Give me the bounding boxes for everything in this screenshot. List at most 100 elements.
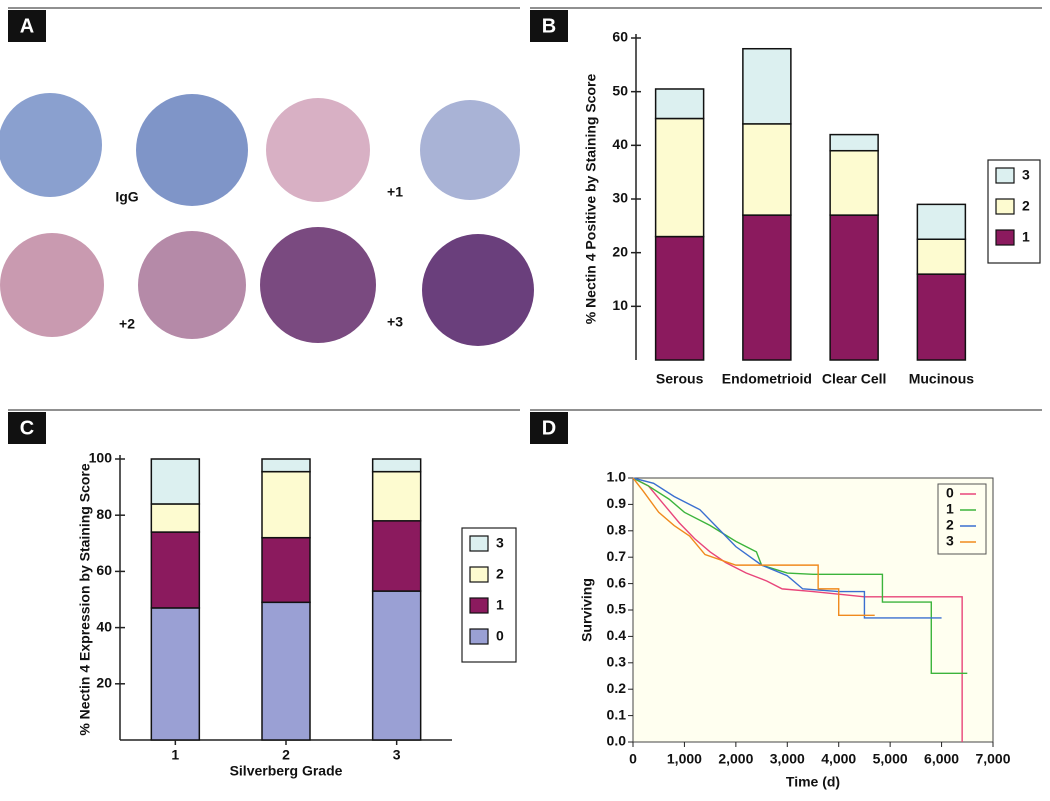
panel-frames: [8, 7, 1042, 411]
bar-segment: [654, 235, 705, 361]
y-tick-label: 20: [96, 675, 112, 691]
y-tick-label: 50: [612, 82, 628, 98]
legend-box: [937, 483, 987, 555]
legend-swatch: [995, 198, 1015, 215]
y-tick-label: 0.8: [607, 522, 627, 538]
y-tick-label: 0.3: [607, 654, 627, 670]
legend-label: 2: [496, 566, 504, 582]
y-tick-label: 60: [612, 29, 628, 45]
x-tick-label: 1: [171, 747, 179, 763]
bar-segment: [150, 503, 201, 533]
plot-area: [632, 477, 994, 743]
panel-badge: [530, 10, 568, 42]
legend-label: 3: [946, 533, 954, 549]
x-tick-label: 6,000: [924, 751, 959, 767]
tissue-label: IgG: [115, 189, 138, 205]
legend-swatch: [995, 229, 1015, 246]
x-tick-label: 0: [629, 751, 637, 767]
legend-label: 2: [946, 517, 954, 533]
panel-badge: [8, 412, 46, 444]
legend-swatch: [469, 535, 489, 552]
panel-letter: C: [20, 417, 34, 439]
bar-segment: [150, 458, 201, 505]
y-axis-label: % Nectin 4 Expression by Staining Score: [77, 463, 93, 736]
tissue-cores: [0, 93, 534, 346]
legend-label: 1: [496, 597, 504, 613]
survival-curve: [632, 477, 875, 616]
y-axis-label: Surviving: [579, 578, 595, 642]
bar-segment: [742, 47, 792, 125]
legend-label: 2: [1022, 198, 1030, 214]
y-tick-label: 100: [89, 450, 113, 466]
bar-segment: [261, 601, 311, 741]
y-tick-label: 0.1: [607, 706, 627, 722]
x-axis-label: Silverberg Grade: [230, 763, 343, 779]
tissue-label: +1: [387, 184, 403, 200]
legend-label: 1: [946, 501, 954, 517]
bar-segment: [261, 458, 311, 473]
bar-segment: [371, 470, 422, 522]
bar-segment: [916, 238, 967, 275]
y-axis-label: % Nectin 4 Positive by Staining Score: [583, 74, 599, 325]
legend-swatch: [995, 167, 1015, 184]
y-tick-label: 0.2: [607, 680, 627, 696]
bar-segment: [654, 88, 705, 120]
bar-segment: [916, 273, 967, 361]
panel-letter: B: [542, 15, 556, 37]
x-tick-label: Mucinous: [909, 371, 975, 387]
y-tick-label: 0.7: [607, 548, 627, 564]
x-axis-label: Time (d): [786, 774, 840, 790]
tissue-label: +3: [387, 314, 403, 330]
x-tick-label: 7,000: [975, 751, 1010, 767]
x-tick-label: Clear Cell: [822, 371, 887, 387]
y-tick-label: 40: [96, 618, 112, 634]
y-tick-label: 80: [96, 506, 112, 522]
bar-segment: [371, 590, 422, 741]
survival-curve: [632, 477, 963, 742]
bar-segment: [150, 531, 201, 609]
panel-badge: [8, 10, 46, 42]
y-tick-label: 0.0: [607, 733, 627, 749]
y-tick-label: 0.4: [607, 627, 627, 643]
bar-segment: [261, 470, 311, 539]
y-tick-label: 0.6: [607, 574, 627, 590]
y-tick-label: 0.5: [607, 601, 627, 617]
x-tick-label: Endometrioid: [722, 371, 812, 387]
tissue-label: +2: [119, 316, 135, 332]
x-tick-label: 4,000: [821, 751, 856, 767]
bar-segment: [371, 458, 422, 473]
y-tick-label: 30: [612, 190, 628, 206]
x-tick-label: 2,000: [718, 751, 753, 767]
legend-swatch: [469, 628, 489, 645]
bar-segment: [742, 214, 792, 361]
legend-label: 3: [496, 535, 504, 551]
bar-segment: [829, 133, 879, 152]
x-tick-label: 5,000: [873, 751, 908, 767]
y-tick-label: 1.0: [607, 469, 627, 485]
y-tick-label: 10: [612, 297, 628, 313]
bar-segment: [829, 149, 879, 216]
bar-segment: [261, 536, 311, 604]
y-tick-label: 20: [612, 243, 628, 259]
legend-swatch: [469, 566, 489, 583]
bar-segment: [916, 203, 967, 241]
bar-segment: [150, 607, 201, 741]
legend-swatch: [469, 597, 489, 614]
x-tick-label: 2: [282, 747, 290, 763]
panel-badge: [530, 412, 568, 444]
x-tick-label: 3: [393, 747, 401, 763]
y-tick-label: 40: [612, 136, 628, 152]
bar-segment: [371, 520, 422, 592]
bar-segment: [654, 117, 705, 238]
y-tick-label: 0.9: [607, 495, 627, 511]
legend-label: 0: [946, 485, 954, 501]
x-tick-label: 3,000: [770, 751, 805, 767]
x-tick-label: Serous: [656, 371, 704, 387]
panel-letter: D: [542, 417, 556, 439]
panel-letter: A: [20, 15, 34, 37]
y-tick-label: 60: [96, 562, 112, 578]
legend-label: 3: [1022, 167, 1030, 183]
bar-segment: [742, 123, 792, 216]
legend-label: 1: [1022, 229, 1030, 245]
